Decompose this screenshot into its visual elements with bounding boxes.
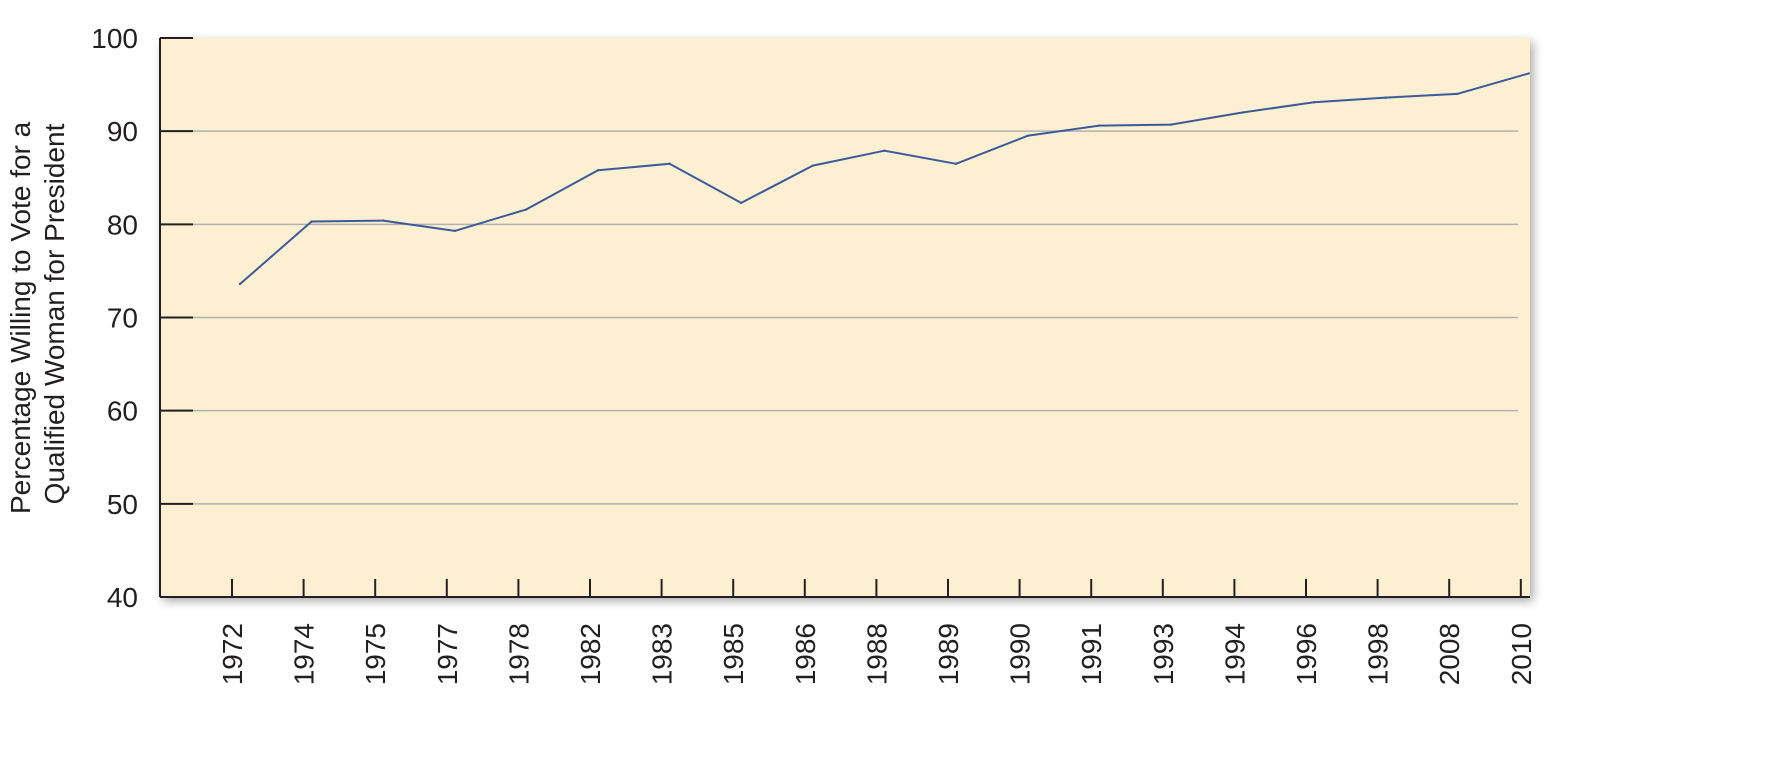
- gridlines: [167, 130, 1518, 505]
- y-tick-label-100: 100: [91, 23, 138, 54]
- data-point-1990: [1026, 134, 1029, 138]
- x-tick-labels: 1972 1974 1975 1977 1978 1982 1983 1985 1986 1988…: [217, 623, 1537, 685]
- y-tick-label-70: 70: [107, 303, 138, 334]
- data-point-1993: [1169, 123, 1173, 126]
- x-tick-label-1996: 1996: [1291, 623, 1322, 685]
- data-point-1986: [811, 164, 814, 167]
- data-point-1978: [525, 208, 528, 211]
- y-axis-title: Percentage Willing to Vote for a Qualifi…: [5, 114, 70, 514]
- series-layer: [238, 72, 1531, 286]
- x-tick-label-1986: 1986: [790, 623, 821, 685]
- data-point-1977: [453, 229, 456, 233]
- y-tick-labels: 40 50 60 70 80 90 100: [91, 23, 138, 613]
- data-point-1998: [1384, 96, 1387, 99]
- y-tick-label-60: 60: [107, 396, 138, 427]
- x-tick-label-1974: 1974: [289, 623, 320, 685]
- data-point-1989: [954, 162, 958, 165]
- y-tick-label-50: 50: [107, 489, 138, 520]
- data-point-1994: [1241, 111, 1244, 114]
- x-tick-label-1998: 1998: [1363, 623, 1394, 685]
- data-point-1985: [740, 201, 743, 205]
- x-tick-label-2008: 2008: [1434, 623, 1465, 685]
- data-point-1991: [1098, 124, 1101, 127]
- y-axis-title-line-1: Percentage Willing to Vote for a: [5, 121, 36, 514]
- data-point-1983: [668, 162, 671, 165]
- data-point-1988: [883, 149, 886, 152]
- y-tick-label-90: 90: [107, 116, 138, 147]
- x-tick-label-1990: 1990: [1005, 623, 1036, 685]
- y-tick-label-80: 80: [107, 209, 138, 240]
- data-point-1974: [310, 220, 313, 223]
- x-tick-label-1978: 1978: [503, 623, 534, 685]
- data-point-2010: [1527, 72, 1531, 75]
- data-point-1975: [382, 219, 385, 222]
- axes: [159, 37, 1530, 598]
- x-tick-label-1988: 1988: [861, 623, 892, 685]
- x-tick-label-1975: 1975: [360, 623, 391, 685]
- data-point-1972: [238, 282, 242, 286]
- data-point-1996: [1312, 101, 1316, 104]
- x-tick-label-2010: 2010: [1506, 623, 1537, 685]
- data-point-2008: [1456, 92, 1459, 96]
- x-tick-label-1983: 1983: [647, 623, 678, 685]
- x-tick-label-1994: 1994: [1219, 623, 1250, 685]
- y-axis-title-line-2: Qualified Woman for President: [39, 123, 70, 504]
- data-point-1982: [596, 169, 600, 172]
- y-tick-label-40: 40: [107, 582, 138, 613]
- x-tick-label-1991: 1991: [1076, 623, 1107, 685]
- x-tick-label-1993: 1993: [1148, 623, 1179, 685]
- x-tick-label-1977: 1977: [432, 623, 463, 685]
- x-tick-label-1985: 1985: [718, 623, 749, 685]
- x-tick-label-1972: 1972: [217, 623, 248, 685]
- x-tick-label-1982: 1982: [575, 623, 606, 685]
- x-tick-label-1989: 1989: [933, 623, 964, 685]
